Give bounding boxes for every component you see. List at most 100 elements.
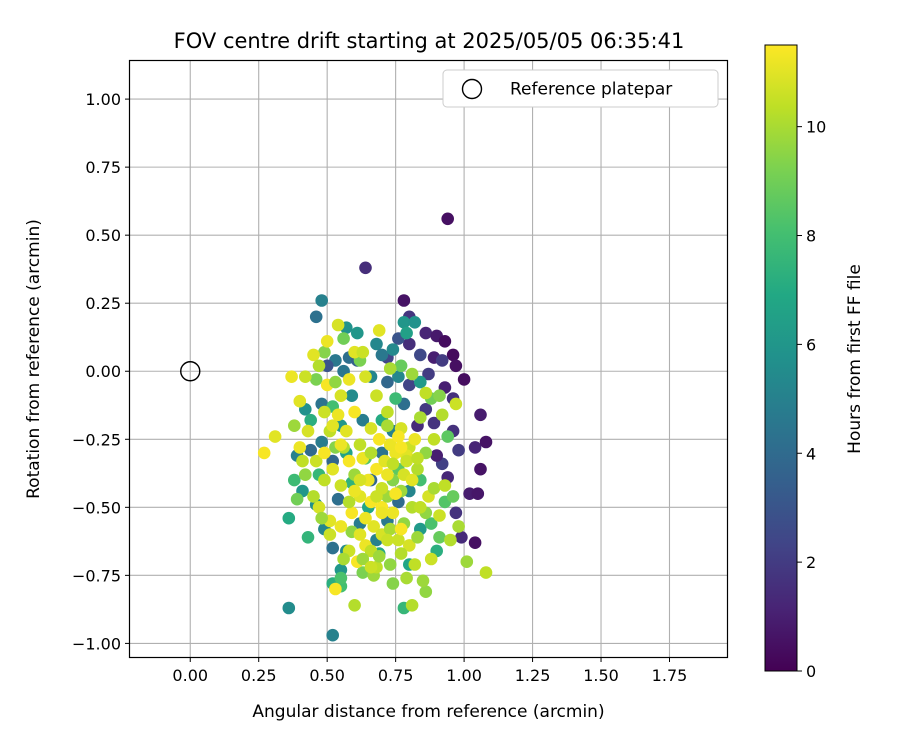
x-tick-label: 0.25 bbox=[241, 666, 277, 685]
data-point bbox=[455, 531, 468, 544]
data-point bbox=[345, 389, 359, 403]
data-point bbox=[356, 413, 370, 427]
data-point bbox=[414, 348, 427, 362]
data-point bbox=[315, 511, 329, 525]
data-point bbox=[416, 574, 430, 588]
data-point bbox=[381, 533, 394, 547]
data-point bbox=[329, 582, 342, 596]
data-point bbox=[438, 335, 452, 348]
data-point bbox=[383, 558, 397, 571]
data-point bbox=[337, 332, 350, 345]
y-tick-label: 0.75 bbox=[85, 158, 121, 177]
data-point bbox=[433, 389, 446, 403]
data-point bbox=[364, 560, 378, 574]
data-point bbox=[331, 318, 345, 332]
data-point bbox=[288, 419, 301, 433]
data-point bbox=[397, 316, 411, 329]
data-point bbox=[441, 212, 455, 226]
data-point bbox=[408, 433, 422, 446]
data-point bbox=[427, 433, 441, 446]
data-point bbox=[452, 520, 465, 533]
data-point bbox=[427, 416, 441, 430]
data-point bbox=[351, 326, 364, 340]
data-point bbox=[386, 506, 400, 520]
data-point bbox=[392, 533, 405, 547]
plot-frame bbox=[128, 59, 729, 659]
y-tick-label: 0.50 bbox=[85, 226, 121, 245]
data-point bbox=[342, 454, 356, 468]
data-point bbox=[370, 490, 383, 503]
data-point bbox=[367, 520, 381, 533]
data-point bbox=[400, 326, 413, 340]
data-point bbox=[430, 449, 444, 462]
data-point bbox=[320, 335, 334, 348]
data-point bbox=[403, 337, 416, 351]
data-point bbox=[334, 479, 348, 492]
data-point bbox=[309, 373, 323, 386]
data-point bbox=[479, 435, 493, 449]
legend-reference-marker bbox=[461, 78, 483, 100]
data-point bbox=[414, 411, 427, 424]
data-point bbox=[468, 441, 482, 454]
data-point bbox=[381, 405, 394, 419]
data-point bbox=[372, 324, 386, 337]
data-point bbox=[405, 367, 419, 381]
data-point bbox=[471, 487, 485, 501]
y-tick-label: −0.50 bbox=[72, 498, 121, 517]
data-point bbox=[318, 405, 331, 419]
data-point bbox=[403, 539, 416, 552]
data-point bbox=[353, 528, 367, 541]
data-point bbox=[460, 555, 474, 568]
data-point bbox=[414, 375, 427, 389]
data-point bbox=[323, 528, 337, 541]
data-point bbox=[307, 348, 320, 362]
legend-box bbox=[442, 69, 719, 108]
data-point bbox=[364, 446, 378, 460]
data-point bbox=[386, 577, 400, 590]
data-points bbox=[257, 212, 493, 642]
data-point bbox=[449, 506, 463, 520]
data-point bbox=[372, 550, 386, 563]
data-point bbox=[419, 585, 433, 598]
x-tick-label: 1.00 bbox=[446, 666, 482, 685]
data-point bbox=[307, 490, 320, 503]
data-point bbox=[348, 405, 361, 419]
y-tick-label: 0.00 bbox=[85, 362, 121, 381]
data-point bbox=[318, 446, 331, 460]
data-point bbox=[414, 501, 427, 514]
data-point bbox=[282, 511, 296, 525]
data-point bbox=[474, 408, 487, 422]
data-point bbox=[372, 433, 386, 446]
data-point bbox=[411, 531, 424, 544]
data-point bbox=[304, 443, 318, 457]
data-point bbox=[364, 422, 378, 435]
data-point bbox=[419, 326, 433, 340]
data-point bbox=[301, 424, 315, 438]
data-point bbox=[383, 362, 397, 375]
data-point bbox=[397, 294, 411, 307]
data-point bbox=[394, 359, 408, 373]
colorbar-tick-label: 6 bbox=[806, 335, 816, 354]
data-point bbox=[370, 337, 383, 351]
data-point bbox=[301, 531, 315, 544]
data-point bbox=[353, 438, 367, 452]
data-point bbox=[449, 397, 463, 411]
data-point bbox=[293, 441, 307, 454]
x-ticks: 0.00 0.25 0.50 0.75 1.00 1.25 1.50 1.75 bbox=[172, 657, 687, 685]
data-point bbox=[411, 452, 424, 465]
data-point bbox=[285, 370, 298, 384]
data-point bbox=[359, 370, 372, 384]
data-point bbox=[427, 482, 441, 495]
data-point bbox=[299, 468, 312, 482]
data-point bbox=[268, 430, 282, 443]
data-point bbox=[326, 541, 340, 555]
y-ticks: −1.00 −0.75 −0.50 −0.25 0.00 0.25 0.50 0.75 1.00 bbox=[72, 90, 130, 653]
data-point bbox=[435, 408, 449, 422]
data-point bbox=[348, 484, 361, 498]
x-axis-label: Angular distance from reference (arcmin) bbox=[252, 702, 604, 722]
data-point bbox=[315, 294, 329, 307]
data-point bbox=[446, 490, 460, 503]
data-point bbox=[422, 367, 435, 381]
data-point bbox=[435, 354, 449, 367]
